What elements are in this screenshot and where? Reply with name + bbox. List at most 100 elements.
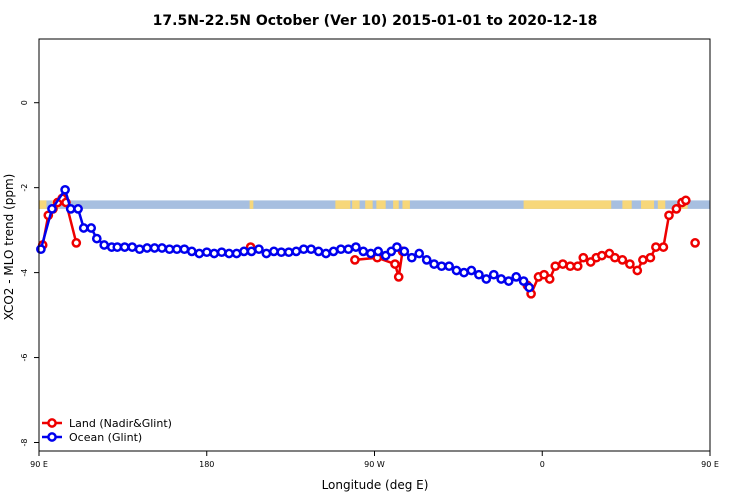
data-point: [78, 223, 89, 233]
x-tick-label: 90 W: [364, 460, 385, 469]
data-point: [578, 252, 589, 263]
data-point: [444, 261, 454, 272]
data-point: [276, 247, 287, 258]
land-region: [523, 200, 612, 209]
data-point: [610, 252, 620, 263]
data-point: [328, 246, 339, 257]
data-point: [617, 255, 628, 265]
data-point: [298, 244, 309, 255]
data-point: [164, 244, 175, 255]
data-point: [254, 244, 264, 255]
y-tick-label: 0: [20, 100, 29, 105]
legend-item: Land (Nadir&Glint): [42, 417, 172, 430]
data-point: [91, 233, 102, 244]
x-tick-label: 0: [540, 460, 545, 469]
data-point: [224, 248, 234, 259]
data-point: [671, 204, 682, 214]
data-point: [414, 248, 425, 259]
data-point: [239, 246, 249, 257]
y-tick-label: -6: [20, 354, 29, 362]
data-point: [658, 242, 669, 252]
data-point: [172, 244, 182, 255]
legend-item: Ocean (Glint): [42, 431, 142, 444]
data-point: [503, 276, 514, 286]
data-point: [406, 252, 417, 263]
data-point: [36, 244, 46, 255]
data-point: [565, 261, 576, 272]
land-ocean-band: [39, 200, 710, 209]
data-point: [269, 246, 279, 257]
data-point: [194, 248, 205, 259]
data-point: [625, 259, 635, 269]
data-point: [436, 261, 447, 272]
data-point: [186, 246, 197, 257]
data-point: [351, 242, 361, 252]
data-point: [518, 276, 529, 286]
data-point: [524, 282, 535, 293]
data-point: [572, 261, 583, 272]
data-point: [201, 247, 212, 258]
land-region: [657, 200, 666, 209]
land-region: [402, 200, 410, 209]
data-point: [179, 244, 190, 255]
data-point: [142, 243, 152, 253]
y-axis: 0 -2 -4 -6 -8: [20, 100, 39, 446]
x-tick-label: 180: [199, 460, 214, 469]
series-layer: [36, 184, 700, 299]
data-point: [99, 240, 110, 250]
data-point: [632, 265, 643, 276]
series-land: [37, 193, 700, 299]
data-point: [119, 242, 130, 252]
data-point: [261, 248, 272, 259]
data-point: [690, 238, 700, 248]
land-region: [352, 200, 360, 209]
data-point: [474, 269, 484, 280]
data-point: [459, 267, 469, 278]
data-point: [496, 274, 507, 284]
data-point: [149, 243, 160, 253]
data-point: [336, 244, 346, 255]
data-point: [157, 243, 167, 253]
legend-swatch-marker: [47, 418, 57, 428]
data-point: [216, 247, 227, 258]
y-tick-label: -2: [20, 184, 29, 192]
data-point: [127, 242, 138, 252]
ocean-band: [39, 200, 710, 209]
data-point: [451, 265, 462, 276]
legend-swatch-marker: [47, 432, 57, 442]
data-point: [597, 250, 607, 261]
x-axis: 90 E 180 90 W 0 90 E: [30, 451, 719, 469]
data-point: [680, 195, 691, 206]
land-region: [376, 200, 386, 209]
data-point: [393, 272, 404, 282]
x-tick-label: 90 E: [30, 460, 48, 469]
data-point: [283, 247, 294, 258]
y-tick-label: -8: [20, 439, 29, 447]
data-point: [358, 246, 369, 257]
legend-label: Ocean (Glint): [69, 431, 142, 444]
data-point: [209, 248, 220, 259]
data-point: [421, 255, 432, 265]
data-point: [390, 259, 400, 269]
data-point: [399, 246, 410, 257]
data-point: [664, 210, 674, 221]
data-point: [313, 246, 324, 257]
data-point: [73, 204, 83, 214]
data-point: [544, 274, 555, 284]
data-point: [488, 269, 499, 280]
legend-label: Land (Nadir&Glint): [69, 417, 172, 430]
data-point: [365, 248, 376, 259]
data-point: [134, 244, 145, 255]
data-point: [343, 244, 354, 255]
data-point: [350, 255, 360, 265]
land-region: [249, 200, 254, 209]
data-point: [511, 272, 522, 282]
data-point: [231, 248, 242, 259]
data-point: [291, 246, 302, 257]
data-point: [246, 246, 257, 257]
y-axis-label: XCO2 - MLO trend (ppm): [2, 174, 16, 321]
x-axis-label: Longitude (deg E): [322, 478, 429, 492]
land-region: [365, 200, 373, 209]
data-point: [638, 255, 648, 265]
